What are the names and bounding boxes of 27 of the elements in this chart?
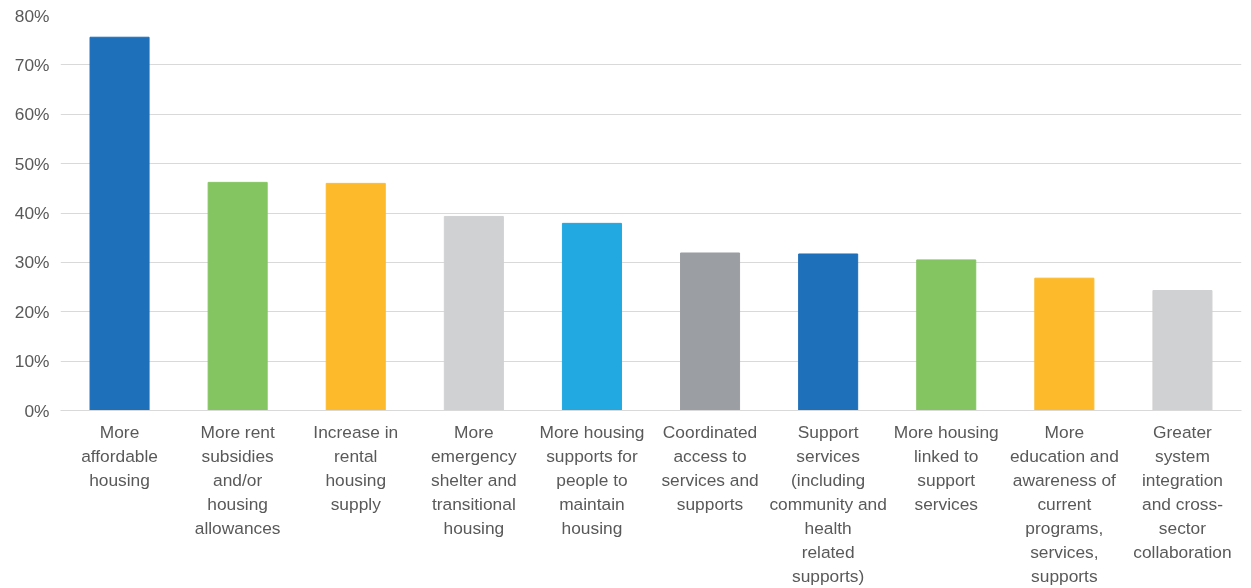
x-tick-label: More housing supports for people to maintain housing <box>539 421 645 538</box>
y-tick-label: 10% <box>14 351 50 372</box>
y-tick-label: 70% <box>14 54 50 75</box>
y-tick-label: 60% <box>14 104 50 125</box>
bar <box>798 253 859 411</box>
bar <box>207 181 268 411</box>
bar <box>1034 277 1095 411</box>
bar <box>680 252 741 411</box>
x-tick-label: More housing linked to support services <box>893 421 999 514</box>
y-tick-label: 20% <box>14 301 50 322</box>
y-tick-label: 80% <box>14 5 50 26</box>
x-tick-label: Increase in rental housing supply <box>313 421 399 514</box>
bar <box>89 36 150 411</box>
x-tick-label: Support services (including community and health related supports) <box>769 421 887 586</box>
bar <box>916 259 977 411</box>
y-tick-label: 40% <box>14 203 50 223</box>
y-tick-label: 0% <box>24 400 50 421</box>
x-tick-label: More affordable housing <box>81 421 158 490</box>
x-tick-label: Coordinated access to services and supports <box>661 421 759 514</box>
x-tick-label: More education and awareness of current programs, services, supports <box>1009 421 1119 586</box>
x-tick-label: More rent subsidies and/or housing allowances <box>194 421 281 538</box>
x-tick-label: Greater system integration and cross-sector collaboration <box>1133 421 1232 562</box>
bar <box>325 182 386 411</box>
y-tick-label: 30% <box>14 252 50 273</box>
bar <box>561 222 622 411</box>
x-tick-label: More emergency shelter and transitional housing <box>430 421 518 538</box>
y-tick-label: 50% <box>14 153 50 174</box>
